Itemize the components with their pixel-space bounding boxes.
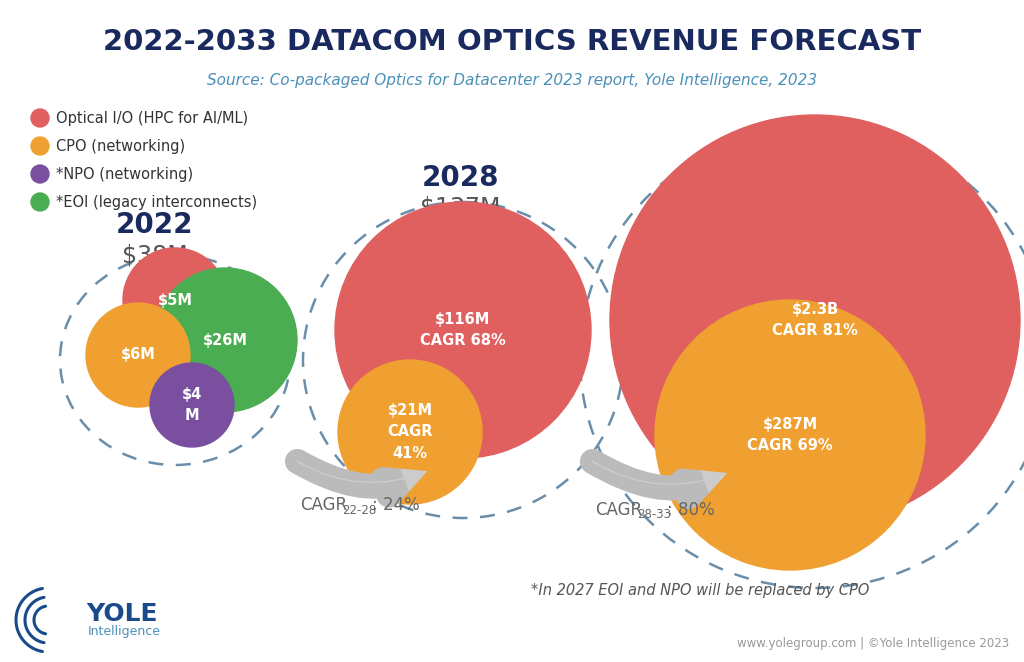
Text: *NPO (networking): *NPO (networking) [56,167,194,181]
Circle shape [31,193,49,211]
Text: *EOI (legacy interconnects): *EOI (legacy interconnects) [56,195,257,209]
Text: *In 2027 EOI and NPO will be replaced by CPO: *In 2027 EOI and NPO will be replaced by… [530,583,869,598]
Text: CAGR: CAGR [300,496,347,514]
Circle shape [610,115,1020,525]
Text: 2033: 2033 [776,134,854,162]
Circle shape [31,137,49,155]
Text: www.yolegroup.com | ©Yole Intelligence 2023: www.yolegroup.com | ©Yole Intelligence 2… [737,637,1009,650]
Circle shape [338,360,482,504]
Circle shape [31,109,49,127]
Text: $5M: $5M [158,293,193,308]
Text: $2.6B: $2.6B [780,166,849,190]
Text: 2022-2033 DATACOM OPTICS REVENUE FORECAST: 2022-2033 DATACOM OPTICS REVENUE FORECAS… [103,28,921,56]
Text: $287M
CAGR 69%: $287M CAGR 69% [748,417,833,453]
Text: CAGR: CAGR [595,501,642,519]
Text: Optical I/O (HPC for AI/ML): Optical I/O (HPC for AI/ML) [56,111,248,126]
Text: Intelligence: Intelligence [88,626,161,639]
Text: $6M: $6M [121,348,156,363]
Text: $137M: $137M [420,196,500,220]
Text: Source: Co-packaged Optics for Datacenter 2023 report, Yole Intelligence, 2023: Source: Co-packaged Optics for Datacente… [207,73,817,87]
Text: $26M: $26M [203,332,248,348]
Text: CPO (networking): CPO (networking) [56,138,185,154]
Text: $4
M: $4 M [182,387,202,423]
Text: $21M
CAGR
41%: $21M CAGR 41% [387,404,433,461]
Circle shape [123,248,227,352]
Circle shape [150,363,234,447]
Circle shape [655,300,925,570]
Text: 22-28: 22-28 [342,504,376,516]
Text: 28-33: 28-33 [637,508,671,522]
Circle shape [31,165,49,183]
Text: $116M
CAGR 68%: $116M CAGR 68% [420,312,506,348]
Text: : 80%: : 80% [667,501,715,519]
Text: $38M: $38M [122,243,187,267]
Circle shape [153,268,297,412]
Text: YOLE: YOLE [86,602,158,626]
Circle shape [86,303,190,407]
Text: 2022: 2022 [117,211,194,239]
Text: : 24%: : 24% [372,496,420,514]
Text: 2028: 2028 [421,164,499,192]
Circle shape [335,202,591,458]
Text: $2.3B
CAGR 81%: $2.3B CAGR 81% [772,302,858,338]
